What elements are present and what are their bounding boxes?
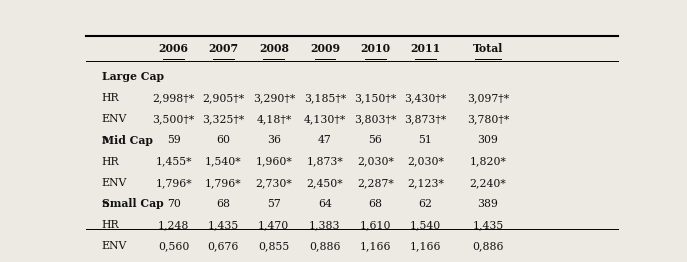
Text: 62: 62 — [418, 199, 433, 209]
Text: 68: 68 — [216, 199, 230, 209]
Text: 309: 309 — [477, 135, 498, 145]
Text: 47: 47 — [318, 135, 332, 145]
Text: 1,873*: 1,873* — [306, 157, 344, 167]
Text: 3,150†*: 3,150†* — [354, 93, 396, 103]
Text: 59: 59 — [167, 135, 181, 145]
Text: 0,886: 0,886 — [309, 241, 341, 251]
Text: 64: 64 — [318, 199, 332, 209]
Text: 2,905†*: 2,905†* — [202, 93, 245, 103]
Text: 68: 68 — [368, 199, 383, 209]
Text: 2,730*: 2,730* — [256, 178, 292, 188]
Text: 0,676: 0,676 — [207, 241, 239, 251]
Text: 2,123*: 2,123* — [407, 178, 444, 188]
Text: n: n — [102, 199, 109, 209]
Text: 2,287*: 2,287* — [357, 178, 394, 188]
Text: 0,855: 0,855 — [258, 241, 289, 251]
Text: 51: 51 — [418, 135, 433, 145]
Text: 3,185†*: 3,185†* — [304, 93, 346, 103]
Text: 2008: 2008 — [259, 43, 289, 54]
Text: HR: HR — [102, 220, 120, 230]
Text: 1,166: 1,166 — [410, 241, 441, 251]
Text: 1,455*: 1,455* — [155, 157, 192, 167]
Text: 2009: 2009 — [310, 43, 340, 54]
Text: 3,500†*: 3,500†* — [153, 114, 195, 124]
Text: 1,166: 1,166 — [360, 241, 392, 251]
Text: 2,240*: 2,240* — [469, 178, 506, 188]
Text: 1,540: 1,540 — [410, 220, 441, 230]
Text: 1,470: 1,470 — [258, 220, 289, 230]
Text: 1,435: 1,435 — [207, 220, 239, 230]
Text: 3,780†*: 3,780†* — [466, 114, 509, 124]
Text: ENV: ENV — [102, 114, 127, 124]
Text: 4,130†*: 4,130†* — [304, 114, 346, 124]
Text: 1,796*: 1,796* — [155, 178, 192, 188]
Text: ENV: ENV — [102, 178, 127, 188]
Text: HR: HR — [102, 157, 120, 167]
Text: 3,873†*: 3,873†* — [405, 114, 447, 124]
Text: 1,383: 1,383 — [309, 220, 341, 230]
Text: 2007: 2007 — [208, 43, 238, 54]
Text: 1,796*: 1,796* — [205, 178, 242, 188]
Text: 389: 389 — [477, 199, 498, 209]
Text: 3,290†*: 3,290†* — [253, 93, 295, 103]
Text: Total: Total — [473, 43, 503, 54]
Text: 3,325†*: 3,325†* — [202, 114, 245, 124]
Text: 2006: 2006 — [159, 43, 189, 54]
Text: 4,18†*: 4,18†* — [256, 114, 291, 124]
Text: 1,435: 1,435 — [472, 220, 504, 230]
Text: 2,030*: 2,030* — [357, 157, 394, 167]
Text: 1,248: 1,248 — [158, 220, 190, 230]
Text: 2,450*: 2,450* — [306, 178, 344, 188]
Text: n: n — [102, 135, 109, 145]
Text: 36: 36 — [267, 135, 281, 145]
Text: HR: HR — [102, 93, 120, 103]
Text: 3,430†*: 3,430†* — [405, 93, 447, 103]
Text: 0,886: 0,886 — [472, 241, 504, 251]
Text: 0,560: 0,560 — [158, 241, 190, 251]
Text: 2,030*: 2,030* — [407, 157, 444, 167]
Text: Large Cap: Large Cap — [102, 71, 164, 82]
Text: 3,097†*: 3,097†* — [466, 93, 509, 103]
Text: 70: 70 — [167, 199, 181, 209]
Text: 1,610: 1,610 — [360, 220, 392, 230]
Text: Small Cap: Small Cap — [102, 198, 164, 209]
Text: 2010: 2010 — [361, 43, 391, 54]
Text: 1,540*: 1,540* — [205, 157, 242, 167]
Text: 1,820*: 1,820* — [469, 157, 506, 167]
Text: 56: 56 — [369, 135, 383, 145]
Text: ENV: ENV — [102, 241, 127, 251]
Text: 57: 57 — [267, 199, 281, 209]
Text: 2,998†*: 2,998†* — [153, 93, 195, 103]
Text: 60: 60 — [216, 135, 230, 145]
Text: 2011: 2011 — [410, 43, 440, 54]
Text: 3,803†*: 3,803†* — [354, 114, 396, 124]
Text: Mid Cap: Mid Cap — [102, 135, 153, 146]
Text: 1,960*: 1,960* — [256, 157, 292, 167]
